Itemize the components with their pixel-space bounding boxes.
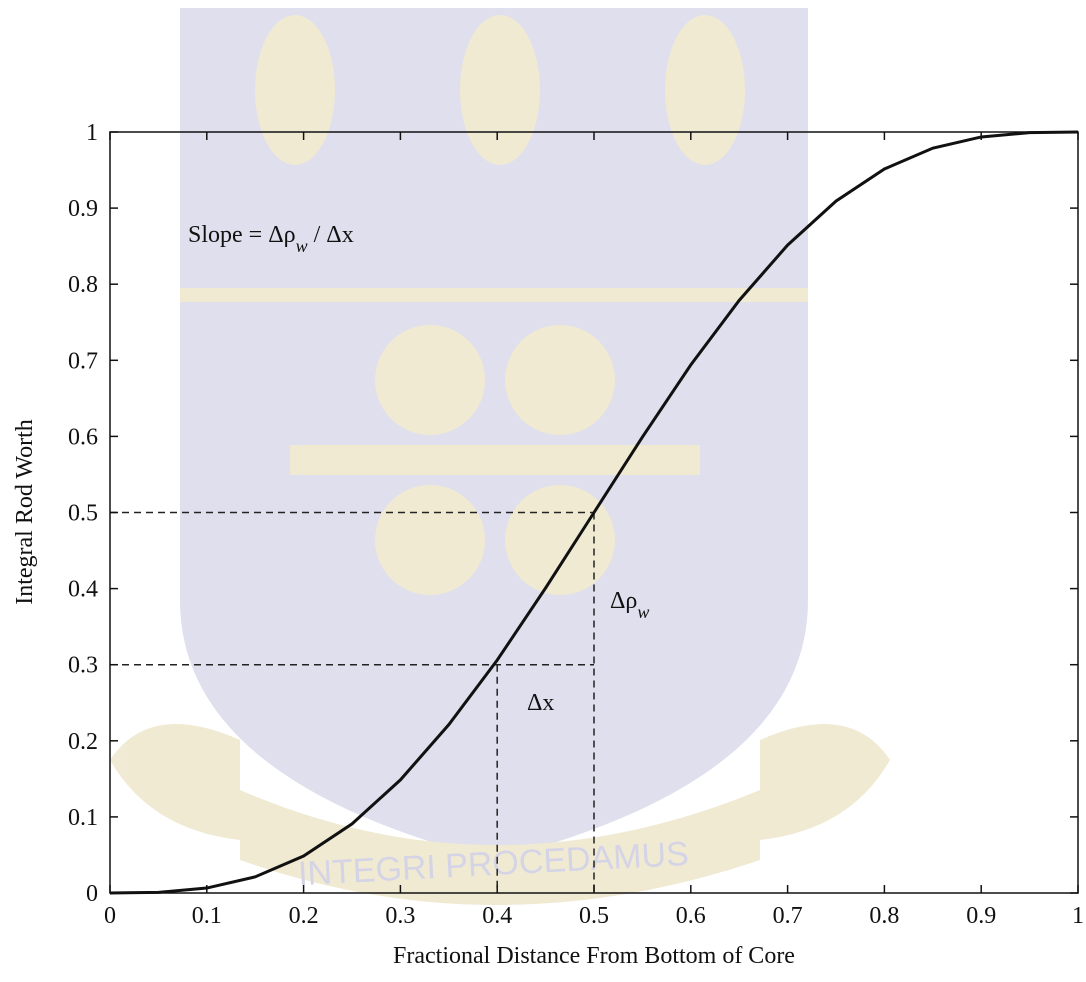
page: INTEGRI PROCEDAMUS Fractional Distance F… (0, 0, 1086, 982)
x-tick-label: 1 (1072, 903, 1084, 929)
x-tick-label: 0.8 (869, 903, 899, 929)
x-tick-label: 0.4 (482, 903, 512, 929)
y-tick-label: 0.2 (68, 729, 98, 755)
y-tick-label: 0.8 (68, 272, 98, 298)
x-tick-label: 0.2 (289, 903, 319, 929)
y-tick-label: 0.6 (68, 424, 98, 450)
watermark-crest: INTEGRI PROCEDAMUS (110, 8, 890, 905)
x-tick-label: 0.9 (966, 903, 996, 929)
y-tick-label: 0.9 (68, 196, 98, 222)
slope-label-part: / Δx (308, 222, 354, 248)
slope-label-part: w (296, 236, 308, 256)
y-tick-label: 0.4 (68, 577, 98, 603)
x-tick-label: 0.6 (676, 903, 706, 929)
x-tick-label: 0 (104, 903, 116, 929)
chart: INTEGRI PROCEDAMUS Fractional Distance F… (0, 0, 1086, 977)
x-tick-label: 0.3 (385, 903, 415, 929)
dx-label: Δx (527, 690, 554, 716)
y-tick-label: 1 (86, 120, 98, 146)
y-tick-label: 0.1 (68, 805, 98, 831)
y-tick-label: 0.7 (68, 348, 98, 374)
x-tick-label: 0.5 (579, 903, 609, 929)
y-axis-label: Integral Rod Worth (12, 419, 38, 605)
y-tick-label: 0.3 (68, 653, 98, 679)
x-tick-label: 0.1 (192, 903, 222, 929)
x-tick-label: 0.7 (773, 903, 803, 929)
y-tick-label: 0.5 (68, 501, 98, 527)
x-axis-label: Fractional Distance From Bottom of Core (393, 943, 795, 969)
slope-label-part: Slope = Δρ (188, 222, 296, 248)
y-tick-label: 0 (86, 881, 98, 907)
rho-label-part: Δρ (610, 588, 637, 614)
rho-label-part: w (637, 602, 649, 622)
